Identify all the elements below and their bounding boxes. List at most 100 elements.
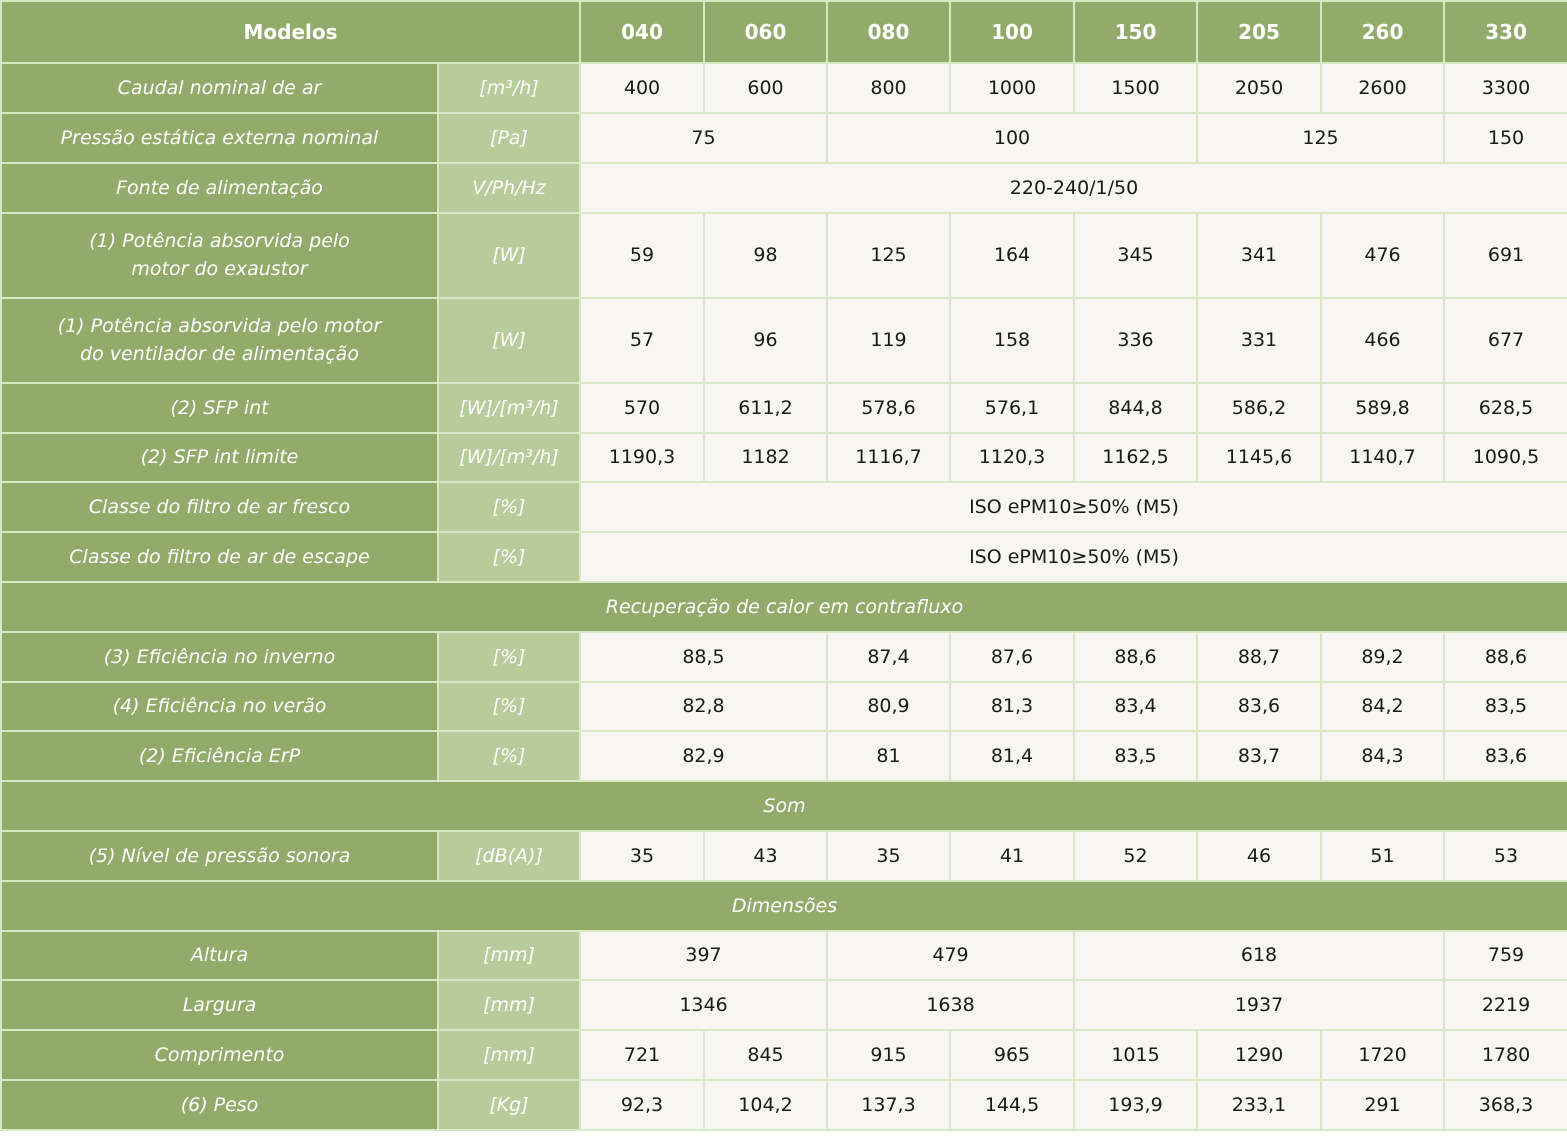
row-potencia-ventilador: (1) Potência absorvida pelo motor do vent… [1,298,1567,383]
value-cell: 158 [950,298,1074,383]
value-cell: 96 [704,298,827,383]
row-label: (1) Potência absorvida pelo motor do exau… [1,213,438,298]
value-cell: 691 [1444,213,1567,298]
value-cell: 915 [827,1030,950,1080]
value-cell: 1116,7 [827,433,950,483]
value-cell: 965 [950,1030,1074,1080]
row-altura: Altura [mm] 397 479 618 759 [1,931,1567,981]
value-cell: 291 [1321,1080,1444,1130]
value-cell: 35 [580,831,704,881]
row-sfp-int: (2) SFP int [W]/[m³/h] 570 611,2 578,6 5… [1,383,1567,433]
row-unit: [Pa] [438,113,580,163]
value-cell: 570 [580,383,704,433]
value-cell: 87,4 [827,632,950,682]
row-peso: (6) Peso [Kg] 92,3 104,2 137,3 144,5 193… [1,1080,1567,1130]
row-label: (3) Eficiência no inverno [1,632,438,682]
value-cell: 81,4 [950,731,1074,781]
value-cell: 119 [827,298,950,383]
row-unit: [%] [438,632,580,682]
model-330: 330 [1444,1,1567,63]
value-cell: 144,5 [950,1080,1074,1130]
value-cell: 81 [827,731,950,781]
row-label: Largura [1,980,438,1030]
value-cell: 125 [1197,113,1444,163]
value-cell: 46 [1197,831,1321,881]
value-cell: 618 [1074,931,1444,981]
row-filtro-escape: Classe do filtro de ar de escape [%] ISO… [1,532,1567,582]
value-cell: 628,5 [1444,383,1567,433]
row-nivel-sonoro: (5) Nível de pressão sonora [dB(A)] 35 4… [1,831,1567,881]
value-cell: 52 [1074,831,1197,881]
section-som: Som [1,781,1567,831]
value-cell: 1290 [1197,1030,1321,1080]
section-recuperacao: Recuperação de calor em contrafluxo [1,582,1567,632]
row-unit: V/Ph/Hz [438,163,580,213]
row-label: (1) Potência absorvida pelo motor do vent… [1,298,438,383]
value-cell: 83,6 [1444,731,1567,781]
value-cell: 88,7 [1197,632,1321,682]
value-cell: 59 [580,213,704,298]
row-sfp-limite: (2) SFP int limite [W]/[m³/h] 1190,3 118… [1,433,1567,483]
value-cell: 233,1 [1197,1080,1321,1130]
value-cell: 2219 [1444,980,1567,1030]
value-cell: 53 [1444,831,1567,881]
row-unit: [mm] [438,931,580,981]
row-label: (5) Nível de pressão sonora [1,831,438,881]
value-cell: 1638 [827,980,1074,1030]
row-caudal: Caudal nominal de ar [m³/h] 400 600 800 … [1,63,1567,113]
value-cell: 83,7 [1197,731,1321,781]
header-row: Modelos 040 060 080 100 150 205 260 330 [1,1,1567,63]
value-cell: 83,5 [1444,682,1567,732]
model-040: 040 [580,1,704,63]
row-label: Classe do filtro de ar de escape [1,532,438,582]
value-cell: 1937 [1074,980,1444,1030]
value-cell: 80,9 [827,682,950,732]
value-cell: 1346 [580,980,827,1030]
value-cell: 611,2 [704,383,827,433]
value-cell: 1145,6 [1197,433,1321,483]
row-label-line1: (1) Potência absorvida pelo motor [58,315,382,337]
value-cell: 1500 [1074,63,1197,113]
value-cell: 1780 [1444,1030,1567,1080]
row-label: (4) Eficiência no verão [1,682,438,732]
row-unit: [mm] [438,980,580,1030]
value-cell: 586,2 [1197,383,1321,433]
row-eficiencia-verao: (4) Eficiência no verão [%] 82,8 80,9 81… [1,682,1567,732]
value-cell: 2050 [1197,63,1321,113]
value-cell: 57 [580,298,704,383]
value-cell: 1120,3 [950,433,1074,483]
value-cell: 331 [1197,298,1321,383]
value-cell: 150 [1444,113,1567,163]
value-cell: 51 [1321,831,1444,881]
value-cell: 844,8 [1074,383,1197,433]
value-cell: 89,2 [1321,632,1444,682]
value-cell: 1140,7 [1321,433,1444,483]
value-cell: 466 [1321,298,1444,383]
value-cell: 1182 [704,433,827,483]
row-unit: [Kg] [438,1080,580,1130]
value-cell: 400 [580,63,704,113]
value-cell: 1162,5 [1074,433,1197,483]
row-label: Caudal nominal de ar [1,63,438,113]
model-100: 100 [950,1,1074,63]
value-cell: 1000 [950,63,1074,113]
value-cell: 2600 [1321,63,1444,113]
value-cell: ISO ePM10≥50% (M5) [580,532,1567,582]
models-title: Modelos [1,1,580,63]
model-260: 260 [1321,1,1444,63]
value-cell: 721 [580,1030,704,1080]
row-unit: [%] [438,731,580,781]
row-unit: [m³/h] [438,63,580,113]
value-cell: 845 [704,1030,827,1080]
row-unit: [%] [438,482,580,532]
value-cell: 104,2 [704,1080,827,1130]
row-label: (6) Peso [1,1080,438,1130]
value-cell: 589,8 [1321,383,1444,433]
value-cell: 220-240/1/50 [580,163,1567,213]
row-unit: [%] [438,682,580,732]
row-filtro-fresco: Classe do filtro de ar fresco [%] ISO eP… [1,482,1567,532]
value-cell: 83,6 [1197,682,1321,732]
value-cell: 476 [1321,213,1444,298]
section-dimensoes: Dimensões [1,881,1567,931]
value-cell: 336 [1074,298,1197,383]
